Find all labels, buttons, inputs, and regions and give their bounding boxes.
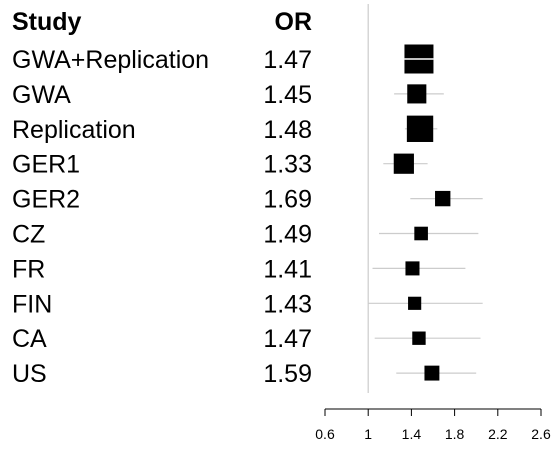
or-value-label: 1.33: [263, 151, 312, 179]
forest-row: CA 1.47: [12, 325, 481, 353]
odds-ratio-marker: [405, 261, 420, 276]
study-label: GER2: [12, 186, 80, 214]
study-label: GWA+Replication: [12, 46, 209, 74]
forest-row: Replication 1.48: [12, 115, 438, 144]
or-value-label: 1.59: [263, 360, 312, 388]
study-label: Replication: [12, 116, 136, 144]
or-value-label: 1.45: [263, 81, 312, 109]
study-label: GER1: [12, 151, 80, 179]
forest-row: FIN 1.43: [12, 290, 483, 318]
or-value-label: 1.43: [263, 290, 312, 318]
odds-ratio-marker: [408, 296, 422, 310]
forest-row: GER1 1.33: [12, 151, 428, 179]
odds-ratio-marker: [406, 115, 434, 142]
study-label: FIN: [12, 290, 52, 318]
x-axis: 0.6 1 1.4 1.8 2.2 2.6: [315, 408, 551, 442]
study-column-header: Study: [12, 8, 82, 36]
or-value-label: 1.47: [263, 46, 312, 74]
or-value-label: 1.49: [263, 221, 312, 249]
or-value-label: 1.48: [263, 116, 312, 144]
x-tick-label: 2.6: [531, 426, 551, 442]
forest-row: FR 1.41: [12, 255, 466, 283]
study-rows: GWA+Replication 1.47 GWA 1.45 Replication 1.4…: [12, 44, 483, 388]
or-value-label: 1.69: [263, 186, 312, 214]
odds-ratio-marker: [407, 84, 427, 104]
study-label: CA: [12, 325, 47, 353]
odds-ratio-marker: [435, 190, 451, 207]
or-column-header: OR: [275, 8, 313, 36]
forest-row: GER2 1.69: [12, 186, 483, 214]
or-value-label: 1.47: [263, 325, 312, 353]
forest-row: GWA 1.45: [12, 81, 444, 109]
or-value-label: 1.41: [263, 255, 312, 283]
odds-ratio-marker: [414, 226, 428, 241]
x-tick-label: 0.6: [315, 426, 335, 442]
study-label: GWA: [12, 81, 71, 109]
x-tick-label: 1.4: [402, 426, 422, 442]
study-label: US: [12, 360, 47, 388]
odds-ratio-marker: [412, 331, 426, 345]
odds-ratio-marker: [393, 153, 414, 174]
forest-row: GWA+Replication 1.47: [12, 44, 434, 74]
x-tick-label: 1.8: [445, 426, 465, 442]
x-tick-label: 1: [364, 426, 372, 442]
forest-row: US 1.59: [12, 360, 477, 388]
study-label: CZ: [12, 221, 45, 249]
forest-row: CZ 1.49: [12, 221, 479, 249]
study-label: FR: [12, 255, 45, 283]
x-tick-label: 2.2: [488, 426, 508, 442]
odds-ratio-marker: [424, 365, 440, 381]
